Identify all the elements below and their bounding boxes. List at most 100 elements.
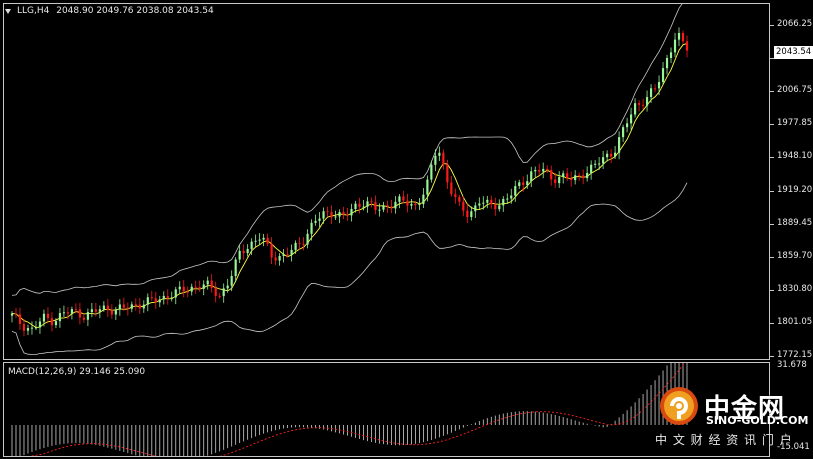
candle-body[interactable] <box>518 182 521 187</box>
candle-body[interactable] <box>598 163 601 165</box>
candle-body[interactable] <box>530 171 533 182</box>
candle-body[interactable] <box>502 199 505 206</box>
candle-body[interactable] <box>490 199 493 205</box>
candle-body[interactable] <box>474 205 477 212</box>
candle-body[interactable] <box>202 284 205 289</box>
candle-body[interactable] <box>126 307 129 309</box>
candle-body[interactable] <box>602 157 605 164</box>
candle-body[interactable] <box>34 327 38 329</box>
candle-body[interactable] <box>14 313 18 315</box>
candle-body[interactable] <box>338 212 341 217</box>
candle-body[interactable] <box>554 179 557 184</box>
candle-body[interactable] <box>210 280 213 288</box>
candle-body[interactable] <box>538 170 541 172</box>
candle-body[interactable] <box>578 175 581 177</box>
candle-body[interactable] <box>250 241 253 249</box>
candle-body[interactable] <box>446 164 449 183</box>
candle-body[interactable] <box>390 206 393 209</box>
candle-body[interactable] <box>498 205 501 210</box>
candle-body[interactable] <box>282 254 285 257</box>
candle-body[interactable] <box>574 175 577 181</box>
candle-body[interactable] <box>354 203 357 209</box>
candle-body[interactable] <box>466 210 469 218</box>
candle-body[interactable] <box>610 153 613 157</box>
candle-body[interactable] <box>274 257 277 261</box>
candle-body[interactable] <box>629 114 633 124</box>
candle-body[interactable] <box>506 198 509 200</box>
candle-body[interactable] <box>450 182 453 195</box>
candle-body[interactable] <box>625 123 629 128</box>
candle-body[interactable] <box>594 163 597 165</box>
candle-body[interactable] <box>294 242 297 250</box>
candle-body[interactable] <box>166 295 169 299</box>
candle-body[interactable] <box>150 297 153 299</box>
candle-body[interactable] <box>46 313 50 319</box>
candle-body[interactable] <box>430 164 433 180</box>
candle-body[interactable] <box>510 195 513 199</box>
candle-body[interactable] <box>342 212 345 215</box>
candle-body[interactable] <box>142 304 145 309</box>
candle-body[interactable] <box>653 88 657 90</box>
candle-body[interactable] <box>657 81 661 89</box>
candle-body[interactable] <box>570 178 573 181</box>
candle-body[interactable] <box>637 103 641 105</box>
candle-body[interactable] <box>470 211 473 218</box>
candle-body[interactable] <box>258 239 261 241</box>
candle-body[interactable] <box>94 309 97 312</box>
chart-menu-triangle-icon[interactable] <box>5 9 11 14</box>
candle-body[interactable] <box>158 299 161 303</box>
candle-body[interactable] <box>669 52 673 59</box>
candle-body[interactable] <box>322 211 325 219</box>
candle-body[interactable] <box>26 328 30 331</box>
candle-body[interactable] <box>590 164 593 173</box>
candle-body[interactable] <box>302 243 305 245</box>
candle-body[interactable] <box>681 32 685 42</box>
candle-body[interactable] <box>486 199 489 203</box>
candle-body[interactable] <box>246 248 249 254</box>
candle-body[interactable] <box>442 152 445 165</box>
candle-body[interactable] <box>122 304 125 308</box>
candle-body[interactable] <box>665 58 669 69</box>
candle-body[interactable] <box>298 242 301 244</box>
candle-body[interactable] <box>614 152 617 157</box>
candle-body[interactable] <box>286 254 289 256</box>
candle-body[interactable] <box>194 286 197 288</box>
candle-body[interactable] <box>42 313 46 322</box>
candle-body[interactable] <box>170 297 173 299</box>
candle-body[interactable] <box>74 309 77 311</box>
candle-body[interactable] <box>214 287 217 296</box>
candle-body[interactable] <box>661 68 665 82</box>
candle-body[interactable] <box>134 304 137 306</box>
candle-body[interactable] <box>182 286 185 292</box>
candle-body[interactable] <box>586 172 589 179</box>
candle-body[interactable] <box>18 314 22 324</box>
candle-body[interactable] <box>641 104 645 106</box>
candle-body[interactable] <box>178 286 181 290</box>
candle-body[interactable] <box>330 212 333 218</box>
candle-body[interactable] <box>198 287 201 289</box>
candle-body[interactable] <box>582 175 585 179</box>
candle-body[interactable] <box>398 196 401 202</box>
candle-body[interactable] <box>270 243 273 258</box>
candle-body[interactable] <box>238 250 241 260</box>
candle-body[interactable] <box>542 168 545 172</box>
candle-body[interactable] <box>402 196 405 201</box>
candle-body[interactable] <box>558 177 561 184</box>
candle-body[interactable] <box>685 41 689 51</box>
candle-body[interactable] <box>649 88 653 98</box>
candle-body[interactable] <box>10 313 14 316</box>
candle-body[interactable] <box>62 312 66 314</box>
candle-body[interactable] <box>174 289 177 298</box>
candle-body[interactable] <box>374 201 377 210</box>
candle-body[interactable] <box>82 317 85 320</box>
candle-body[interactable] <box>677 32 681 40</box>
candle-body[interactable] <box>54 321 58 326</box>
candle-body[interactable] <box>38 321 42 328</box>
candle-body[interactable] <box>406 200 409 206</box>
candle-body[interactable] <box>110 310 113 315</box>
candle-body[interactable] <box>526 181 529 186</box>
candle-body[interactable] <box>70 309 74 314</box>
candle-body[interactable] <box>482 202 485 204</box>
candle-body[interactable] <box>462 201 465 211</box>
candle-body[interactable] <box>278 256 281 261</box>
